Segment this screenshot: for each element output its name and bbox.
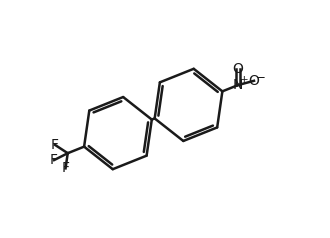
Text: O: O <box>233 62 244 76</box>
Text: F: F <box>50 153 58 167</box>
Text: N: N <box>233 78 243 92</box>
Text: F: F <box>61 161 70 175</box>
Text: −: − <box>256 71 266 84</box>
Text: +: + <box>240 75 248 85</box>
Text: O: O <box>248 74 259 88</box>
Text: F: F <box>51 138 59 152</box>
